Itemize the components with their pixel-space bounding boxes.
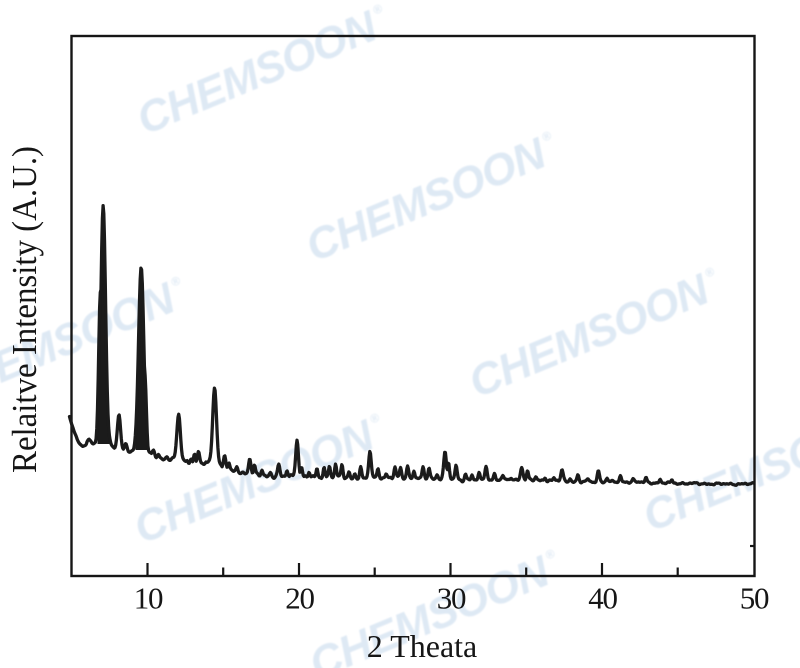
svg-text:50: 50: [740, 581, 769, 616]
svg-text:40: 40: [588, 581, 617, 616]
svg-text:Relaitve Intensity (A.U.): Relaitve Intensity (A.U.): [5, 146, 44, 473]
svg-text:10: 10: [134, 581, 163, 616]
svg-text:20: 20: [285, 581, 314, 616]
svg-text:30: 30: [437, 581, 466, 616]
svg-text:2 Theata: 2 Theata: [367, 628, 477, 664]
